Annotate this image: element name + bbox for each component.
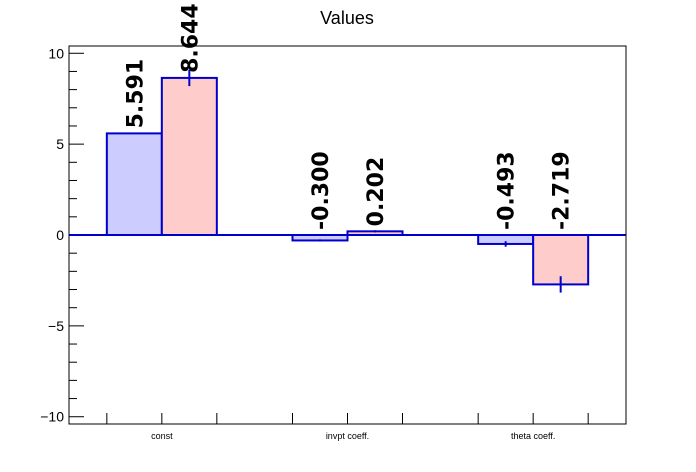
- data-label: -0.300: [309, 151, 334, 230]
- data-label: 5.591: [123, 59, 148, 129]
- data-labels: 5.591 -0.300 -0.493 8.644 0.202 -2.719: [123, 3, 574, 230]
- data-label: 0.202: [364, 157, 389, 227]
- y-tick-label: −5: [48, 318, 64, 334]
- x-category-label: theta coeff.: [511, 431, 555, 441]
- x-category-label: const: [151, 431, 173, 441]
- axis-ticks: −10 −5 0 5 10 const invpt coeff. theta coeff.: [40, 45, 589, 441]
- bar: [160, 76, 218, 236]
- data-label: -0.493: [495, 151, 520, 230]
- y-tick-label: 10: [48, 45, 64, 61]
- y-tick-label: −10: [40, 409, 64, 425]
- data-label: 8.644: [178, 3, 203, 73]
- x-category-label: invpt coeff.: [326, 431, 369, 441]
- chart-title: Values: [320, 8, 374, 28]
- y-tick-label: 5: [56, 136, 64, 152]
- plot-frame: [68, 45, 627, 425]
- y-tick-label: 0: [56, 227, 64, 243]
- data-label: -2.719: [550, 151, 575, 230]
- bars: [69, 69, 626, 293]
- bar: [105, 132, 163, 237]
